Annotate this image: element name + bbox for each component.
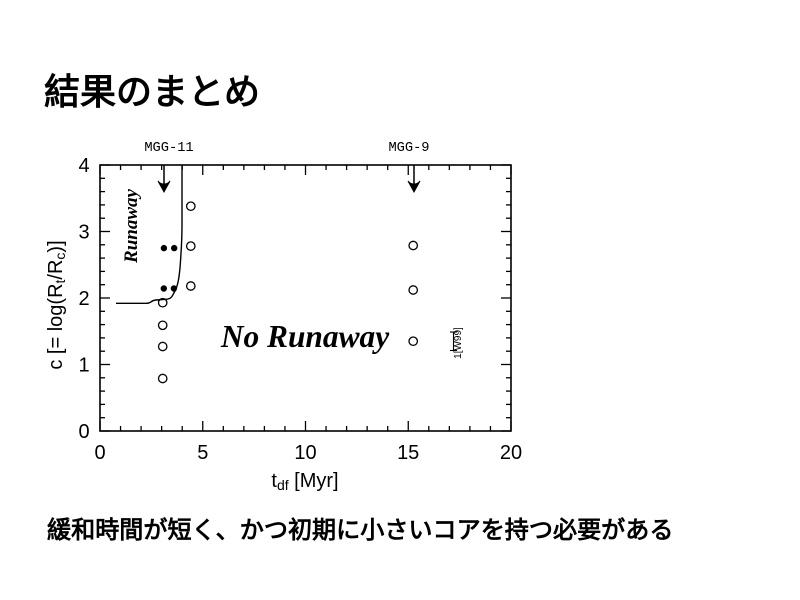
svg-text:3: 3 xyxy=(78,222,89,244)
svg-text:1[W99]: 1[W99] xyxy=(453,327,464,359)
svg-text:2: 2 xyxy=(78,288,89,310)
svg-text:15: 15 xyxy=(397,442,419,464)
svg-text:No Runaway: No Runaway xyxy=(220,319,390,354)
svg-text:MGG-11: MGG-11 xyxy=(144,141,193,156)
svg-text:5: 5 xyxy=(197,442,208,464)
svg-text:0: 0 xyxy=(78,421,89,443)
svg-text:20: 20 xyxy=(500,442,522,464)
svg-text:MGG-9: MGG-9 xyxy=(388,141,429,156)
svg-text:0: 0 xyxy=(94,442,105,464)
svg-text:c [= log(Rt/Rc)]: c [= log(Rt/Rc)] xyxy=(45,240,68,369)
svg-text:tdf [Myr]: tdf [Myr] xyxy=(271,470,338,493)
svg-text:10: 10 xyxy=(294,442,316,464)
svg-text:4: 4 xyxy=(78,155,89,177)
svg-text:1: 1 xyxy=(78,355,89,377)
svg-text:Runaway: Runaway xyxy=(121,188,142,263)
